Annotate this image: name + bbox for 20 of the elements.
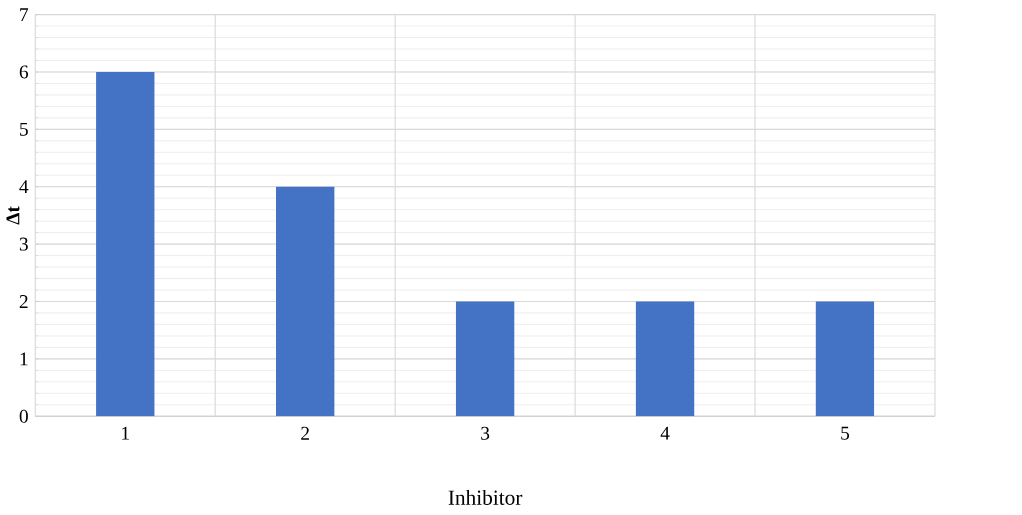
y-tick-label: 3 bbox=[19, 237, 28, 251]
bar bbox=[96, 71, 155, 417]
y-tick-label: 5 bbox=[20, 122, 28, 136]
x-tick-label: 4 bbox=[660, 426, 670, 440]
x-tick-label: 2 bbox=[301, 426, 309, 440]
x-tick-label: 3 bbox=[481, 426, 490, 440]
bar bbox=[276, 186, 335, 417]
y-tick-label: 1 bbox=[20, 352, 28, 366]
y-tick-label: 6 bbox=[19, 65, 29, 79]
x-tick-label: 1 bbox=[122, 426, 129, 440]
y-tick-label: 7 bbox=[20, 8, 29, 21]
y-axis-title: Δt bbox=[6, 205, 20, 225]
bar bbox=[635, 301, 695, 417]
x-axis-title: Inhibitor bbox=[448, 489, 523, 505]
bar bbox=[815, 301, 875, 417]
y-tick-label: 4 bbox=[19, 180, 29, 193]
y-tick-label: 2 bbox=[19, 294, 28, 308]
x-tick-label: 5 bbox=[841, 426, 850, 440]
bar bbox=[455, 301, 515, 417]
y-tick-label: 0 bbox=[19, 409, 28, 423]
